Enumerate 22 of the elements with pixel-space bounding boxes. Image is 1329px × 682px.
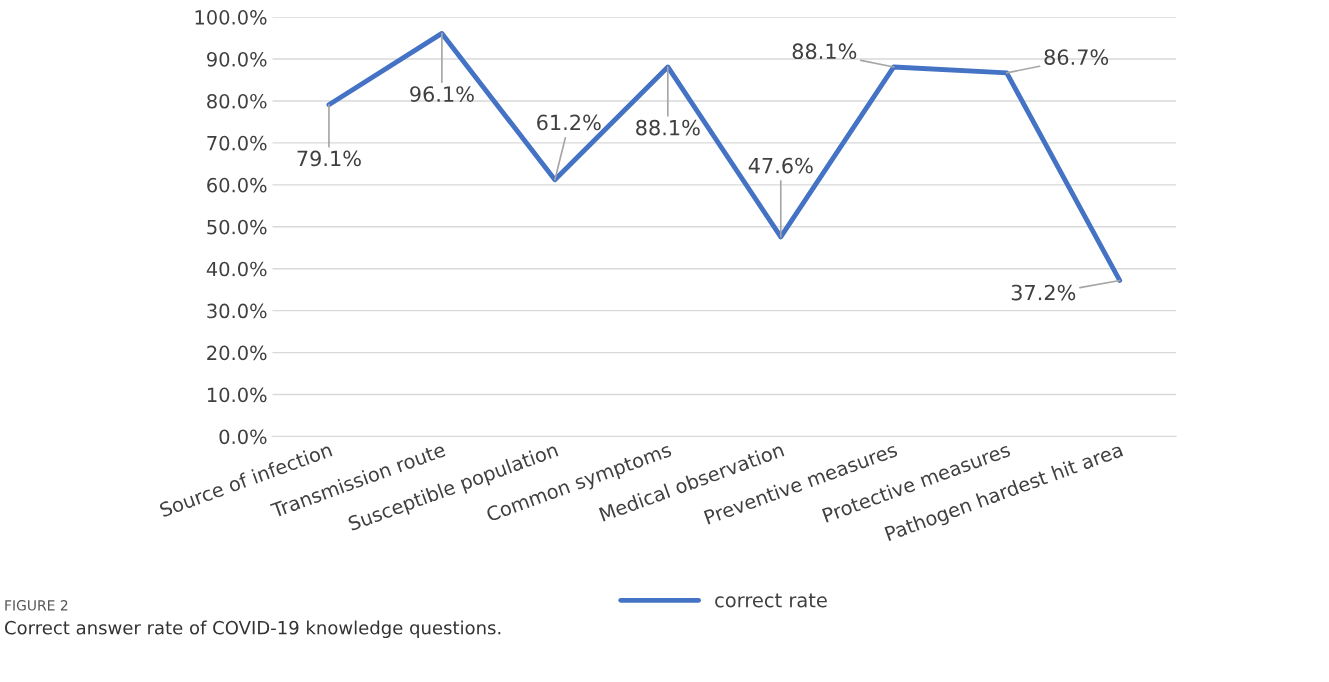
y-tick-label: 60.0% — [207, 177, 267, 193]
y-tick-label: 30.0% — [207, 303, 267, 319]
y-tick-label: 20.0% — [207, 345, 267, 361]
data-label: 61.2% — [537, 114, 601, 131]
data-label: 86.7% — [1044, 49, 1109, 65]
y-tick-label: 80.0% — [207, 93, 267, 109]
data-label: 37.2% — [1011, 284, 1076, 301]
y-tick-label: 90.0% — [207, 51, 267, 67]
data-label: 47.6% — [748, 157, 813, 174]
y-tick-label: 0.0% — [219, 429, 267, 445]
text: Correct answer rate of COVID-19 knowledge questions. — [5, 620, 501, 639]
legend-label: correct rate — [715, 593, 827, 608]
caption: FIGURE 2 — [5, 600, 68, 611]
y-tick-label: 10.0% — [207, 387, 267, 403]
y-tick-label: 70.0% — [207, 135, 267, 151]
y-tick-label: 100.0% — [195, 10, 267, 25]
data-label: 88.1% — [636, 119, 700, 136]
data-label: 88.1% — [792, 43, 857, 60]
data-label: 96.1% — [410, 86, 474, 102]
y-tick-label: 50.0% — [207, 219, 267, 235]
data-label: 79.1% — [297, 150, 361, 167]
y-tick-label: 40.0% — [206, 261, 267, 277]
